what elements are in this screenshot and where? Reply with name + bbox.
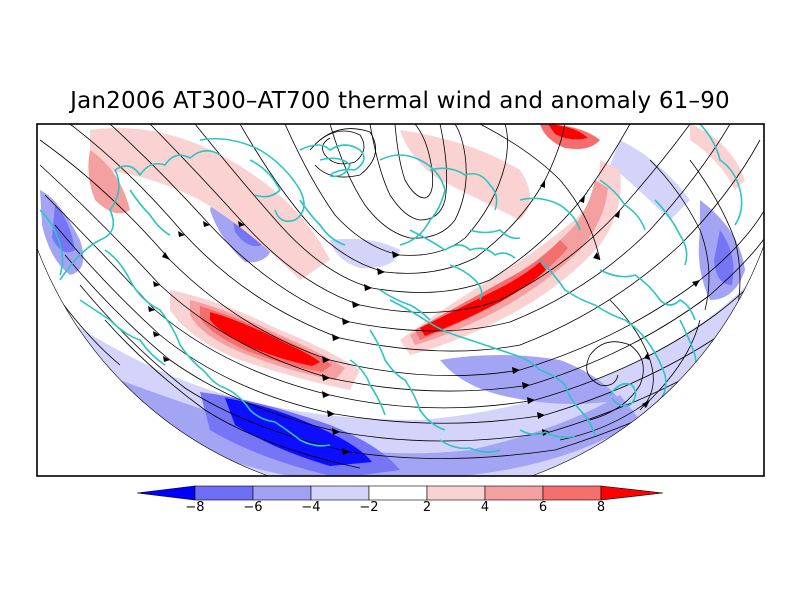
colorbar-segment [600,485,664,501]
streamline-arrowheads [148,180,700,455]
map-frame [36,123,765,477]
colorbar-segment [136,485,196,501]
colorbar-segment [542,485,602,501]
colorbar-segment [252,485,312,501]
colorbar-tick-label: 4 [480,500,490,515]
colorbar-segment [368,485,428,501]
colorbar-segment [484,485,544,501]
colorbar-tick-label: −4 [301,500,321,515]
colorbar [136,485,664,501]
colorbar-segment [426,485,486,501]
colorbar-tick-label: −6 [243,500,263,515]
map-title: Jan2006 AT300–AT700 thermal wind and ano… [70,88,730,114]
coastlines [39,124,743,453]
colorbar-tick-label: 6 [538,500,548,515]
colorbar-tick-label: −2 [359,500,379,515]
colorbar-tick-label: 8 [596,500,606,515]
colorbar-segment [310,485,370,501]
colorbar-segment [194,485,254,501]
thermal-wind-streamlines [39,124,764,469]
colorbar-tick-label: −8 [185,500,205,515]
colorbar-tick-label: 2 [422,500,432,515]
